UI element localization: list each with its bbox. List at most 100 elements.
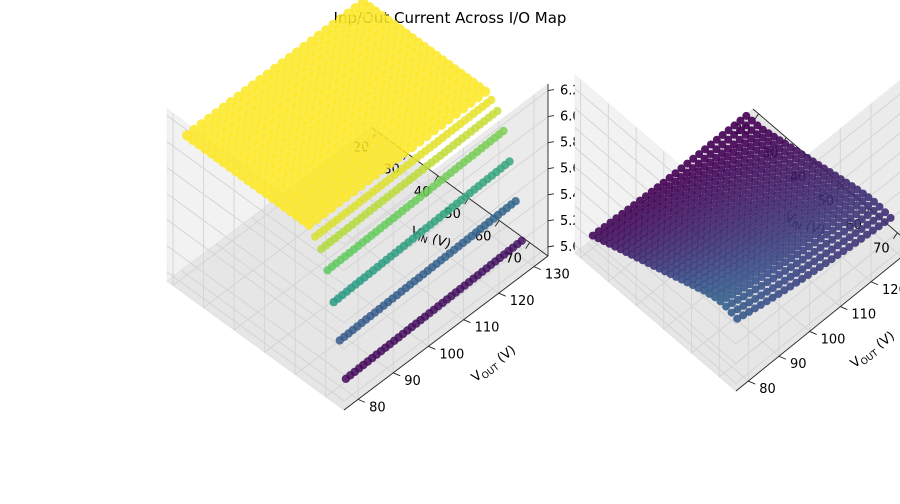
iout-point [870, 197, 878, 206]
iout-point [763, 269, 772, 278]
grid-line-x [233, 157, 439, 331]
iout-point [781, 267, 790, 275]
iout-point [853, 193, 861, 202]
y-tick-mark [778, 355, 787, 360]
iout-point [793, 250, 802, 259]
x-tick-label: 70 [873, 242, 890, 257]
iin-surface-point [218, 102, 229, 113]
iout-point [588, 231, 597, 240]
x-axis-label-unit: (V) [426, 230, 453, 252]
y-tick-label: 110 [475, 321, 500, 336]
y-tick-label: 80 [759, 382, 776, 397]
iout-point [747, 116, 756, 125]
iout-point [810, 257, 819, 266]
iout-point [858, 189, 867, 198]
iin-point-68 [505, 157, 514, 166]
iout-point [798, 265, 807, 274]
iout-point [753, 121, 762, 130]
iin-surface-point [189, 124, 200, 136]
iout-point [875, 212, 884, 221]
iout-point [694, 159, 703, 168]
iout-point [682, 168, 691, 177]
iin-surface-point [335, 14, 347, 25]
y-tick-mark [809, 331, 817, 335]
iout-point [880, 218, 889, 227]
iout-point [729, 140, 738, 149]
y-tick-label: 110 [851, 308, 876, 323]
iout-point [775, 270, 784, 279]
grid-line-z [574, 244, 900, 384]
y-tick-mark [498, 292, 506, 297]
iout-point [851, 238, 860, 247]
iout-point [833, 251, 842, 260]
iout-point [728, 290, 737, 299]
iout-point [875, 202, 884, 211]
iout-point [786, 282, 795, 291]
iin-surface-point [357, 0, 369, 8]
iout-point [774, 290, 783, 298]
iout-point [804, 271, 812, 279]
iout-point [874, 222, 883, 231]
iout-point [869, 206, 878, 215]
z-tick-mark [547, 245, 555, 248]
y-axis-line [735, 257, 900, 392]
iout-point [706, 140, 715, 149]
iout-point [834, 231, 843, 240]
iout-point [739, 311, 748, 320]
iout-point [624, 205, 633, 214]
iout-point [751, 285, 760, 294]
iin-surface-point [328, 19, 339, 30]
iout-point [792, 278, 801, 287]
iout-point [757, 281, 766, 290]
z-tick-mark [547, 115, 555, 118]
y-tick-mark [428, 345, 436, 350]
iout-point [688, 164, 697, 173]
iout-point [851, 219, 860, 228]
iout-point [665, 173, 674, 182]
iout-point [741, 130, 750, 139]
grid-line-z [574, 225, 900, 365]
iin-surface-point [240, 86, 251, 97]
iout-point [724, 135, 733, 144]
iout-point [786, 272, 795, 281]
grid-line-z [166, 116, 549, 272]
iin-surface-point [262, 69, 273, 80]
iout-point [857, 225, 866, 233]
iout-point [741, 121, 750, 130]
iout-point [730, 130, 739, 139]
iout-point [881, 208, 890, 217]
iout-point [612, 214, 621, 223]
iin-surface-point [204, 113, 215, 125]
iout-point [641, 192, 650, 201]
iout-point [739, 301, 748, 310]
left-3d-axes: 20304050607080901001101201305.05.25.45.6… [166, 0, 604, 415]
iin-point-70 [511, 197, 520, 206]
iout-point [594, 227, 603, 236]
iout-point [828, 245, 836, 254]
iin-surface-point [225, 97, 237, 108]
iout-point [722, 302, 731, 311]
z-tick-mark [547, 193, 555, 196]
y-tick-label: 100 [439, 347, 464, 362]
iout-point [768, 293, 777, 302]
iout-point [798, 255, 807, 264]
iin-surface-point [299, 41, 310, 53]
iout-point [745, 289, 754, 297]
iout-point [653, 183, 662, 192]
iout-point [718, 131, 727, 139]
iout-point [845, 233, 854, 242]
iout-point [792, 269, 801, 277]
iout-point [733, 295, 742, 304]
iout-point [792, 259, 801, 268]
iout-point [851, 229, 860, 238]
iout-point [630, 201, 639, 210]
iout-point [706, 150, 715, 158]
x-tick-mark [494, 220, 500, 227]
x-tick-mark [892, 232, 898, 239]
iout-point [740, 283, 749, 292]
iout-point [781, 258, 790, 267]
iout-point [762, 297, 771, 306]
iout-point [756, 300, 765, 309]
iout-point [822, 230, 831, 239]
